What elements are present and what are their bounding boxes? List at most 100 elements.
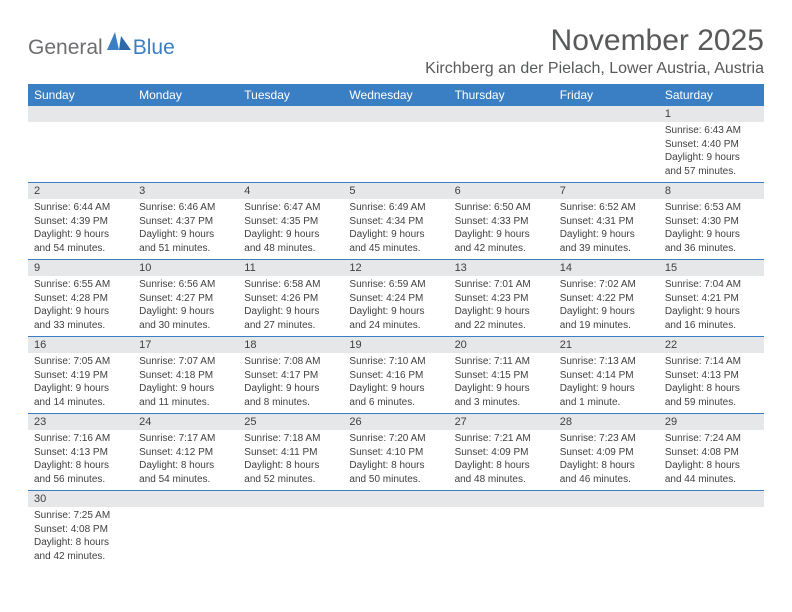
daynum-cell: 15 xyxy=(659,260,764,277)
daynum-row: 9101112131415 xyxy=(28,260,764,277)
day-number: 8 xyxy=(659,183,764,199)
day-cell: Sunrise: 7:13 AMSunset: 4:14 PMDaylight:… xyxy=(554,353,659,414)
daylight-text: Daylight: 8 hours xyxy=(665,382,758,396)
logo: General Blue xyxy=(28,32,175,63)
sunrise-text: Sunrise: 7:23 AM xyxy=(560,432,653,446)
day-content xyxy=(449,507,554,559)
sunrise-text: Sunrise: 7:02 AM xyxy=(560,278,653,292)
daylight-text: and 11 minutes. xyxy=(139,396,232,410)
sunrise-text: Sunrise: 7:18 AM xyxy=(244,432,337,446)
sunset-text: Sunset: 4:08 PM xyxy=(665,446,758,460)
daylight-text: and 46 minutes. xyxy=(560,473,653,487)
daylight-text: Daylight: 9 hours xyxy=(560,382,653,396)
daynum-cell: 28 xyxy=(554,414,659,431)
day-cell xyxy=(343,507,448,567)
sunrise-text: Sunrise: 7:10 AM xyxy=(349,355,442,369)
daylight-text: and 56 minutes. xyxy=(34,473,127,487)
daynum-cell xyxy=(28,106,133,122)
daylight-text: and 19 minutes. xyxy=(560,319,653,333)
daylight-text: and 45 minutes. xyxy=(349,242,442,256)
sunset-text: Sunset: 4:17 PM xyxy=(244,369,337,383)
sunset-text: Sunset: 4:33 PM xyxy=(455,215,548,229)
daynum-cell: 23 xyxy=(28,414,133,431)
sunrise-text: Sunrise: 7:05 AM xyxy=(34,355,127,369)
day-cell: Sunrise: 6:53 AMSunset: 4:30 PMDaylight:… xyxy=(659,199,764,260)
day-number: 23 xyxy=(28,414,133,430)
day-cell: Sunrise: 7:24 AMSunset: 4:08 PMDaylight:… xyxy=(659,430,764,491)
daynum-cell: 29 xyxy=(659,414,764,431)
day-content: Sunrise: 7:14 AMSunset: 4:13 PMDaylight:… xyxy=(659,353,764,413)
daylight-text: Daylight: 9 hours xyxy=(139,228,232,242)
sunset-text: Sunset: 4:09 PM xyxy=(560,446,653,460)
flag-icon xyxy=(107,32,131,55)
sunset-text: Sunset: 4:22 PM xyxy=(560,292,653,306)
day-cell: Sunrise: 7:02 AMSunset: 4:22 PMDaylight:… xyxy=(554,276,659,337)
day-number: 5 xyxy=(343,183,448,199)
daynum-cell: 1 xyxy=(659,106,764,122)
day-cell: Sunrise: 7:21 AMSunset: 4:09 PMDaylight:… xyxy=(449,430,554,491)
daynum-cell: 3 xyxy=(133,183,238,200)
daylight-text: and 48 minutes. xyxy=(244,242,337,256)
daylight-text: Daylight: 9 hours xyxy=(665,228,758,242)
day-header: Sunday xyxy=(28,84,133,106)
day-content: Sunrise: 7:17 AMSunset: 4:12 PMDaylight:… xyxy=(133,430,238,490)
sunrise-text: Sunrise: 7:08 AM xyxy=(244,355,337,369)
day-content: Sunrise: 6:50 AMSunset: 4:33 PMDaylight:… xyxy=(449,199,554,259)
daylight-text: and 54 minutes. xyxy=(34,242,127,256)
sunset-text: Sunset: 4:34 PM xyxy=(349,215,442,229)
daynum-cell: 19 xyxy=(343,337,448,354)
day-content xyxy=(238,507,343,559)
day-number: 3 xyxy=(133,183,238,199)
daylight-text: and 51 minutes. xyxy=(139,242,232,256)
daynum-cell xyxy=(133,491,238,508)
day-content xyxy=(343,122,448,174)
daylight-text: Daylight: 9 hours xyxy=(34,382,127,396)
daylight-text: Daylight: 9 hours xyxy=(34,305,127,319)
daylight-text: Daylight: 9 hours xyxy=(560,305,653,319)
sunrise-text: Sunrise: 6:55 AM xyxy=(34,278,127,292)
day-cell: Sunrise: 6:56 AMSunset: 4:27 PMDaylight:… xyxy=(133,276,238,337)
sunrise-text: Sunrise: 7:16 AM xyxy=(34,432,127,446)
day-content: Sunrise: 7:21 AMSunset: 4:09 PMDaylight:… xyxy=(449,430,554,490)
day-content xyxy=(28,122,133,174)
logo-general: General xyxy=(28,36,103,60)
daynum-row: 23242526272829 xyxy=(28,414,764,431)
daylight-text: Daylight: 9 hours xyxy=(560,228,653,242)
day-cell: Sunrise: 6:58 AMSunset: 4:26 PMDaylight:… xyxy=(238,276,343,337)
daylight-text: and 33 minutes. xyxy=(34,319,127,333)
month-title: November 2025 xyxy=(425,24,764,58)
sunset-text: Sunset: 4:24 PM xyxy=(349,292,442,306)
daylight-text: and 57 minutes. xyxy=(665,165,758,179)
daynum-cell: 26 xyxy=(343,414,448,431)
daylight-text: Daylight: 8 hours xyxy=(139,459,232,473)
day-cell: Sunrise: 6:43 AMSunset: 4:40 PMDaylight:… xyxy=(659,122,764,183)
daynum-cell: 24 xyxy=(133,414,238,431)
content-row: Sunrise: 6:43 AMSunset: 4:40 PMDaylight:… xyxy=(28,122,764,183)
day-content: Sunrise: 7:16 AMSunset: 4:13 PMDaylight:… xyxy=(28,430,133,490)
daylight-text: and 22 minutes. xyxy=(455,319,548,333)
daynum-cell: 14 xyxy=(554,260,659,277)
day-cell: Sunrise: 7:11 AMSunset: 4:15 PMDaylight:… xyxy=(449,353,554,414)
sunrise-text: Sunrise: 6:44 AM xyxy=(34,201,127,215)
day-cell: Sunrise: 6:49 AMSunset: 4:34 PMDaylight:… xyxy=(343,199,448,260)
daynum-cell xyxy=(554,106,659,122)
daynum-cell xyxy=(659,491,764,508)
daynum-cell: 8 xyxy=(659,183,764,200)
sunrise-text: Sunrise: 7:04 AM xyxy=(665,278,758,292)
day-number: 22 xyxy=(659,337,764,353)
daylight-text: and 27 minutes. xyxy=(244,319,337,333)
day-cell: Sunrise: 7:16 AMSunset: 4:13 PMDaylight:… xyxy=(28,430,133,491)
daynum-cell: 16 xyxy=(28,337,133,354)
daylight-text: Daylight: 8 hours xyxy=(455,459,548,473)
day-number: 24 xyxy=(133,414,238,430)
content-row: Sunrise: 7:25 AMSunset: 4:08 PMDaylight:… xyxy=(28,507,764,567)
sunset-text: Sunset: 4:14 PM xyxy=(560,369,653,383)
daynum-cell: 11 xyxy=(238,260,343,277)
location: Kirchberg an der Pielach, Lower Austria,… xyxy=(425,60,764,78)
daylight-text: and 1 minute. xyxy=(560,396,653,410)
daylight-text: Daylight: 9 hours xyxy=(455,228,548,242)
day-number: 10 xyxy=(133,260,238,276)
day-content: Sunrise: 7:08 AMSunset: 4:17 PMDaylight:… xyxy=(238,353,343,413)
day-content: Sunrise: 7:04 AMSunset: 4:21 PMDaylight:… xyxy=(659,276,764,336)
day-content: Sunrise: 7:25 AMSunset: 4:08 PMDaylight:… xyxy=(28,507,133,567)
